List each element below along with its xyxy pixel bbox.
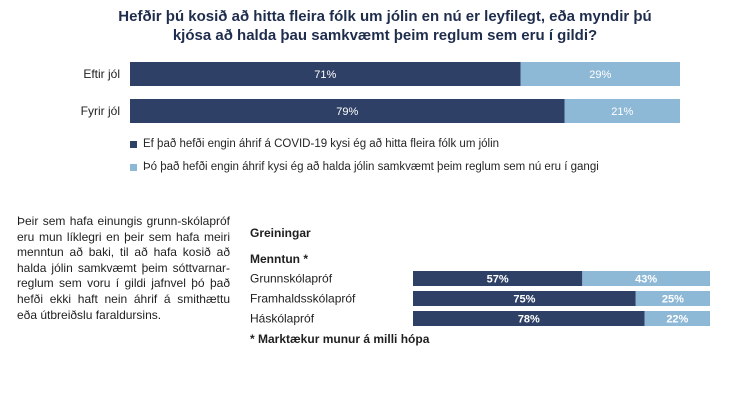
bar-segment [520, 62, 680, 86]
category-label: Framhaldsskólapróf [250, 292, 356, 306]
bar-segment [130, 99, 565, 123]
data-label: 25% [662, 294, 684, 306]
bar-segment [413, 311, 645, 326]
data-label: 75% [513, 294, 535, 306]
data-label: 21% [611, 106, 633, 118]
breakdown-heading: Greiningar [250, 226, 311, 240]
data-label: 57% [487, 274, 509, 286]
legend-label-2: Þó það hefði engin áhrif kysi ég að hald… [143, 161, 599, 173]
bar-segment [413, 271, 583, 286]
data-label: 43% [635, 274, 657, 286]
bar-segment [564, 99, 680, 123]
legend-item-2: Þó það hefði engin áhrif kysi ég að hald… [130, 161, 599, 173]
legend-swatch-light [130, 163, 137, 171]
bar-segment [635, 291, 710, 306]
legend-label-1: Ef það hefði engin áhrif á COVID-19 kysi… [143, 138, 500, 150]
bar-segment [644, 311, 710, 326]
commentary-paragraph: Þeir sem hafa einungis grunn-skólapróf e… [17, 214, 230, 322]
data-label: 79% [336, 106, 358, 118]
data-label: 71% [314, 69, 336, 81]
data-label: 22% [666, 314, 688, 326]
bar-segment [413, 291, 636, 306]
category-label: Fyrir jól [81, 104, 120, 118]
category-label: Eftir jól [83, 67, 120, 81]
legend-swatch-dark [130, 140, 137, 148]
bar-segment [582, 271, 710, 286]
chart-title: Hefðir þú kosið að hitta fleira fólk um … [118, 8, 652, 44]
legend-item-1: Ef það hefði engin áhrif á COVID-19 kysi… [130, 138, 499, 150]
data-label: 78% [518, 314, 540, 326]
group-label: Menntun * [250, 252, 308, 266]
significance-note: * Marktækur munur á milli hópa [250, 332, 430, 346]
bar-segment [130, 62, 521, 86]
category-label: Grunnskólapróf [250, 272, 333, 286]
category-label: Háskólapróf [250, 312, 315, 326]
data-label: 29% [589, 69, 611, 81]
